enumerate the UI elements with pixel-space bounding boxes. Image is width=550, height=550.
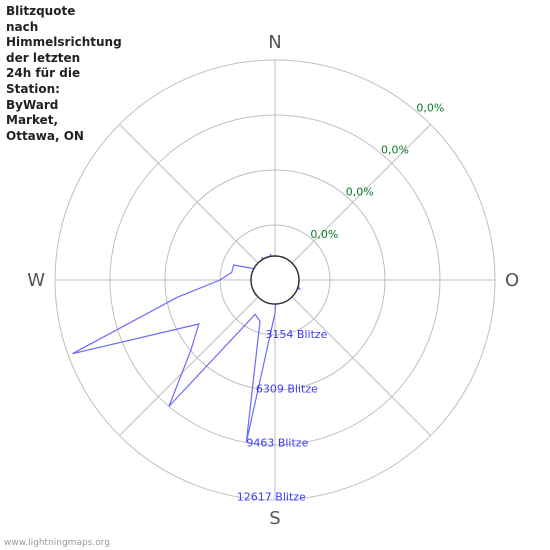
direction-label-e: O	[505, 270, 519, 291]
polar-chart: N O S W 0,0% 0,0% 0,0% 0,0% 3154 Blitze 6309 Blit…	[0, 0, 550, 550]
grid-spoke	[119, 280, 275, 436]
ring-label-percent: 0,0%	[416, 101, 444, 114]
center-hub	[251, 256, 299, 304]
direction-label-w: W	[27, 270, 45, 291]
ring-label-count: 6309 Blitze	[256, 382, 318, 395]
ring-label-percent: 0,0%	[310, 228, 338, 241]
ring-label-count: 12617 Blitze	[237, 491, 306, 504]
ring-label-percent: 0,0%	[381, 144, 409, 157]
ring-label-count: 3154 Blitze	[265, 328, 327, 341]
ring-label-percent: 0,0%	[346, 186, 374, 199]
direction-label-n: N	[268, 32, 281, 53]
grid-spoke	[275, 280, 431, 436]
ring-label-count: 9463 Blitze	[246, 436, 308, 449]
footer-attribution: www.lightningmaps.org	[4, 538, 110, 548]
direction-label-s: S	[269, 508, 280, 529]
grid-spoke	[119, 124, 275, 280]
